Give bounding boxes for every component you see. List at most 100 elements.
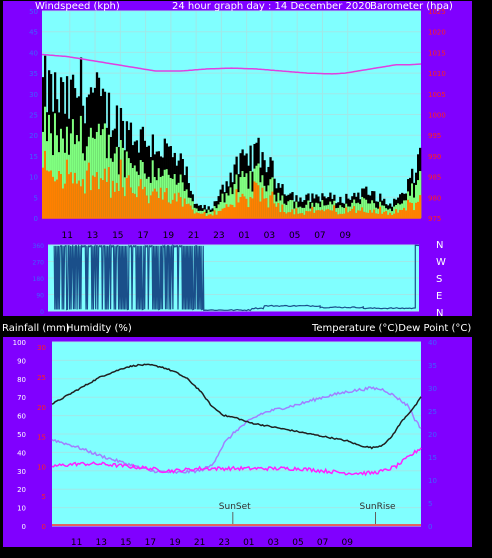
low-wind-bar — [247, 207, 250, 218]
sunset-label: SunSet — [219, 502, 251, 512]
windspeed-axis-title: Windspeed (kph) — [35, 1, 120, 12]
low-wind-bar — [419, 195, 422, 218]
low-wind-bar — [295, 208, 298, 218]
wind-time-label: 09 — [339, 231, 351, 241]
avg-wind-bar — [293, 208, 296, 218]
avg-wind-bar — [193, 207, 196, 218]
barometer-axis-title: Barometer (hpa) — [370, 1, 453, 12]
low-wind-bar — [319, 210, 322, 218]
low-wind-bar — [185, 204, 188, 218]
low-wind-bar — [335, 211, 338, 218]
temp-time-label: 19 — [169, 538, 181, 548]
avg-wind-bar — [387, 209, 390, 218]
humidity-tick-label: 90 — [17, 357, 26, 365]
avg-wind-bar — [97, 123, 101, 218]
low-wind-bar — [403, 207, 406, 218]
bottom-strip — [0, 547, 492, 554]
low-wind-bar — [399, 209, 402, 218]
low-wind-bar — [351, 208, 354, 218]
avg-wind-bar — [83, 160, 87, 218]
rainfall-axis-title: Rainfall (mm) — [2, 323, 70, 334]
avg-wind-bar — [115, 146, 119, 218]
low-wind-bar — [75, 183, 79, 218]
rain-tick-label: 0 — [42, 523, 46, 531]
low-wind-bar — [87, 162, 91, 218]
sunrise-label: SunRise — [359, 502, 396, 512]
low-wind-bar — [105, 181, 109, 218]
low-wind-bar — [261, 187, 264, 218]
wind-time-label: 01 — [238, 231, 249, 241]
low-wind-bar — [77, 180, 81, 218]
low-wind-bar — [143, 186, 147, 218]
low-wind-bar — [69, 172, 73, 218]
avg-wind-bar — [169, 177, 172, 218]
avg-wind-bar — [381, 205, 384, 218]
avg-wind-bar — [313, 206, 316, 218]
wind-time-label: 05 — [289, 231, 300, 241]
low-wind-bar — [365, 212, 368, 218]
wind-tick-label: 0 — [34, 215, 38, 223]
low-wind-bar — [363, 211, 366, 218]
low-wind-bar — [377, 213, 380, 218]
wind-time-label: 03 — [264, 231, 275, 241]
low-wind-bar — [307, 211, 310, 218]
avg-wind-bar — [339, 205, 342, 218]
low-wind-bar — [42, 167, 45, 218]
temp-axis-labels: 0102030405060708090100051015202530051015… — [13, 339, 437, 548]
low-wind-bar — [125, 177, 129, 218]
wind-tick-label: 40 — [29, 49, 38, 57]
low-wind-bar — [415, 202, 418, 218]
low-wind-bar — [327, 209, 330, 218]
wind-tick-label: 35 — [29, 70, 38, 78]
avg-wind-bar — [133, 165, 137, 218]
low-wind-bar — [183, 198, 186, 218]
humidity-tick-label: 100 — [13, 339, 26, 347]
avg-wind-bar — [321, 200, 324, 218]
avg-wind-bar — [229, 187, 232, 218]
direction-letter: S — [436, 274, 442, 285]
avg-wind-bar — [391, 211, 394, 218]
direction-tick-label: 0 — [40, 309, 44, 316]
low-wind-bar — [227, 206, 230, 218]
avg-wind-bar — [131, 168, 135, 218]
low-wind-bar — [89, 190, 93, 218]
low-wind-bar — [303, 214, 306, 218]
wind-tick-label: 15 — [29, 153, 38, 161]
low-wind-bar — [265, 198, 268, 218]
avg-wind-bar — [419, 171, 422, 218]
avg-wind-bar — [113, 153, 117, 218]
low-wind-bar — [393, 213, 396, 218]
low-wind-bar — [117, 191, 121, 218]
low-wind-bar — [109, 197, 113, 218]
avg-wind-bar — [329, 201, 332, 218]
low-wind-bar — [203, 212, 206, 218]
low-wind-bar — [97, 189, 101, 218]
rain-tick-label: 15 — [37, 434, 46, 442]
low-wind-bar — [95, 172, 99, 218]
low-wind-bar — [83, 193, 87, 218]
temp-time-label: 01 — [243, 538, 254, 548]
humidity-tick-label: 10 — [17, 505, 26, 513]
avg-wind-bar — [405, 200, 408, 218]
avg-wind-bar — [233, 184, 236, 218]
avg-wind-bar — [307, 200, 310, 218]
avg-wind-bar — [413, 197, 416, 218]
humidity-tick-label: 30 — [17, 468, 26, 476]
low-wind-bar — [371, 212, 374, 218]
low-wind-bar — [347, 212, 350, 218]
avg-wind-bar — [375, 207, 378, 218]
low-wind-bar — [173, 193, 176, 218]
low-wind-bar — [55, 179, 59, 218]
humidity-tick-label: 20 — [17, 486, 26, 494]
low-wind-bar — [197, 213, 200, 218]
low-wind-bar — [321, 209, 324, 218]
low-wind-bar — [243, 196, 246, 218]
low-wind-bar — [395, 209, 398, 218]
avg-wind-bar — [207, 209, 210, 218]
barometer-tick-label: 1005 — [428, 91, 446, 99]
low-wind-bar — [233, 207, 236, 218]
sun-markers: SunSet SunRise — [219, 502, 396, 524]
avg-wind-bar — [211, 211, 214, 218]
avg-wind-bar — [299, 206, 302, 218]
avg-wind-bar — [287, 201, 290, 218]
